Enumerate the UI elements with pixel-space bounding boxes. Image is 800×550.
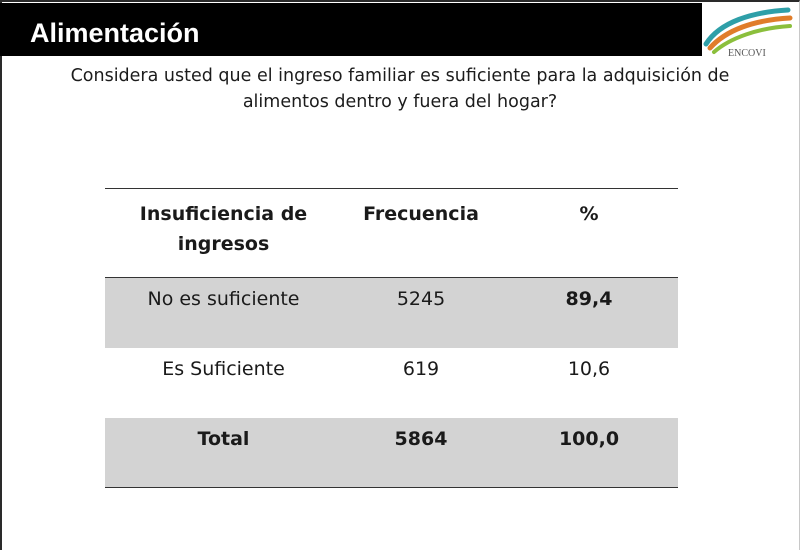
row-percent: 10,6 (500, 347, 678, 418)
row-percent: 89,4 (500, 277, 678, 348)
table-row: Es Suficiente 619 10,6 (105, 347, 678, 418)
header-income-insufficiency: Insuficiencia de ingresos (139, 203, 308, 255)
table-total-row: Total 5864 100,0 (105, 417, 678, 488)
total-percent: 100,0 (500, 417, 678, 488)
total-frequency: 5864 (342, 417, 500, 488)
header-percent: % (579, 203, 599, 225)
header-frequency: Frecuencia (363, 203, 479, 225)
encovi-logo: ENCOVI (703, 7, 793, 59)
row-frequency: 5245 (342, 277, 500, 348)
title-bar: Alimentación (0, 3, 702, 56)
row-frequency: 619 (342, 347, 500, 418)
row-label: Es Suficiente (105, 347, 342, 418)
table-header-row: Insuficiencia de ingresos Frecuencia % (105, 188, 678, 278)
row-label: No es suficiente (105, 277, 342, 348)
logo-text: ENCOVI (728, 48, 766, 59)
results-table: Insuficiencia de ingresos Frecuencia % N… (105, 188, 678, 488)
survey-question: Considera usted que el ingreso familiar … (70, 66, 730, 112)
slide-title: Alimentación (30, 18, 200, 48)
table-row: No es suficiente 5245 89,4 (105, 277, 678, 348)
total-label: Total (105, 417, 342, 488)
